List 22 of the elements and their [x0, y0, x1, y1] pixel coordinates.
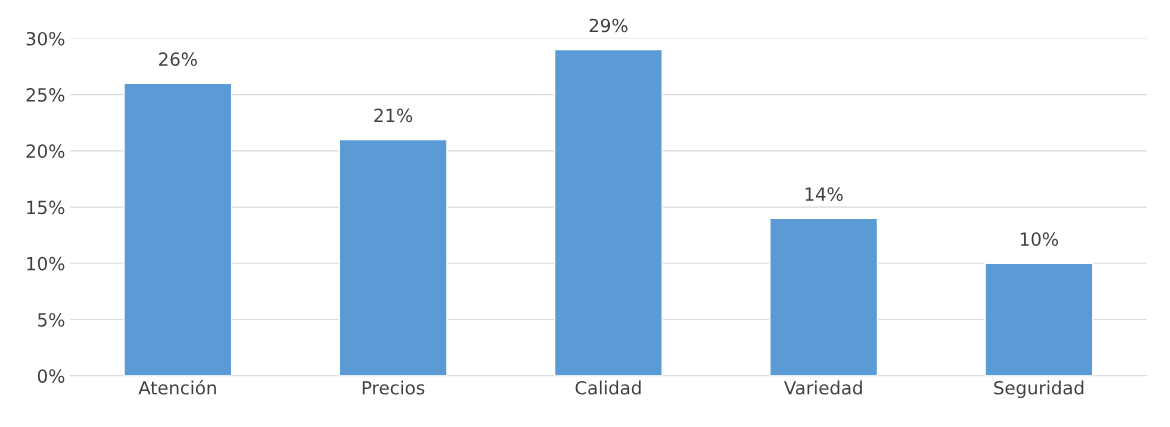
- y-tick-label: 25%: [26, 88, 65, 102]
- data-label: 29%: [589, 18, 628, 33]
- y-tick-label: 20%: [26, 144, 65, 158]
- bar: [769, 217, 879, 376]
- y-tick-label: 10%: [27, 256, 65, 271]
- data-label: 26%: [159, 52, 197, 67]
- bar: [123, 82, 233, 376]
- x-tick-label: Seguridad: [994, 380, 1084, 399]
- data-label: 21%: [374, 108, 413, 123]
- data-label: 14%: [805, 187, 843, 201]
- x-tick-label: Variedad: [784, 380, 862, 395]
- x-tick-label: Calidad: [575, 380, 641, 395]
- y-tick-label: 15%: [27, 200, 65, 215]
- y-tick-label: 5%: [38, 313, 65, 327]
- bar: [338, 138, 448, 376]
- data-label: 10%: [1020, 232, 1059, 246]
- y-tick-label: 30%: [26, 31, 65, 46]
- x-tick-label: Atención: [138, 379, 216, 395]
- bar: [553, 48, 663, 376]
- y-tick-label: 0%: [37, 369, 65, 383]
- bar: [984, 262, 1094, 376]
- x-tick-label: Precios: [362, 380, 425, 395]
